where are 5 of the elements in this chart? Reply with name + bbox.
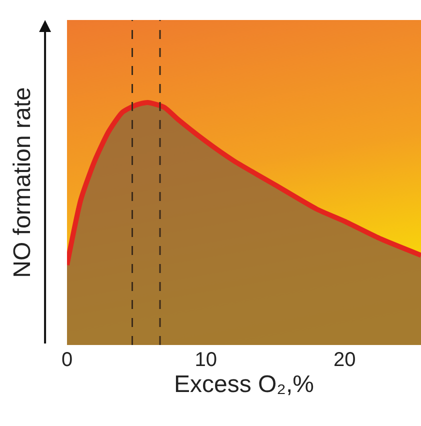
y-axis-title: NO formation rate	[9, 87, 36, 278]
x-axis-title: Excess O₂,%	[174, 371, 314, 398]
x-tick-label: 10	[194, 349, 217, 371]
x-tick-label: 20	[334, 349, 356, 371]
x-tick-label: 0	[61, 349, 73, 371]
